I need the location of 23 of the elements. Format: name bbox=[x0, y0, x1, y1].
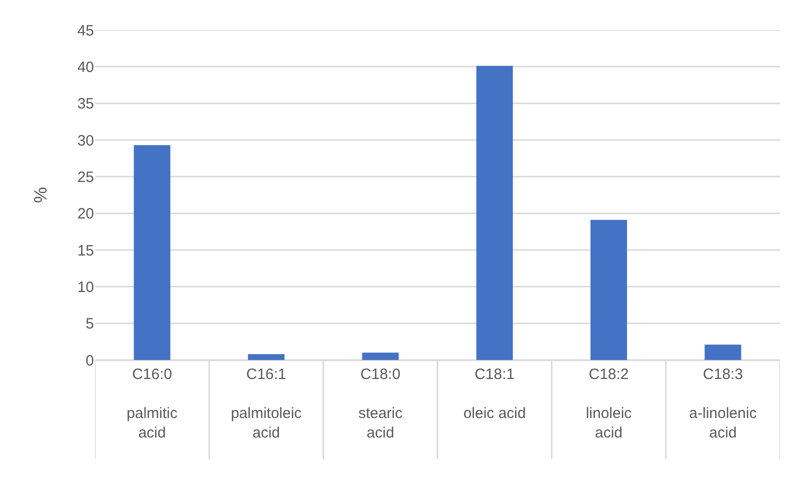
bar bbox=[704, 344, 742, 360]
y-tick-label: 10 bbox=[77, 278, 94, 296]
y-tick-label: 30 bbox=[77, 132, 94, 150]
category-label: C18:1 oleic acid bbox=[463, 366, 526, 422]
category-label: C18:2 linoleic acid bbox=[586, 366, 632, 442]
bar bbox=[476, 66, 513, 360]
category-label: C16:0 palmitic acid bbox=[126, 366, 178, 442]
bar bbox=[134, 145, 170, 360]
bar bbox=[362, 352, 399, 360]
y-tick-label: 0 bbox=[86, 352, 94, 370]
y-tick-label: 45 bbox=[77, 22, 94, 40]
y-tick-label: 25 bbox=[77, 168, 94, 186]
bar bbox=[590, 220, 628, 360]
y-tick-label: 20 bbox=[77, 206, 94, 223]
bar bbox=[248, 354, 285, 360]
category-label: C18:3 a-linolenic acid bbox=[689, 366, 757, 442]
y-tick-label: 5 bbox=[86, 316, 94, 333]
category-label: C16:1 palmitoleic acid bbox=[230, 366, 302, 442]
category-label: C18:0 stearic acid bbox=[358, 366, 403, 442]
y-tick-label: 40 bbox=[77, 58, 94, 76]
y-tick-label: 35 bbox=[77, 96, 94, 113]
y-tick-label: 15 bbox=[77, 242, 94, 260]
y-axis-title: % bbox=[30, 186, 51, 204]
